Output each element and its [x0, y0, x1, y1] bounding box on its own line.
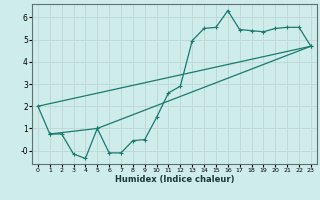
X-axis label: Humidex (Indice chaleur): Humidex (Indice chaleur)	[115, 175, 234, 184]
